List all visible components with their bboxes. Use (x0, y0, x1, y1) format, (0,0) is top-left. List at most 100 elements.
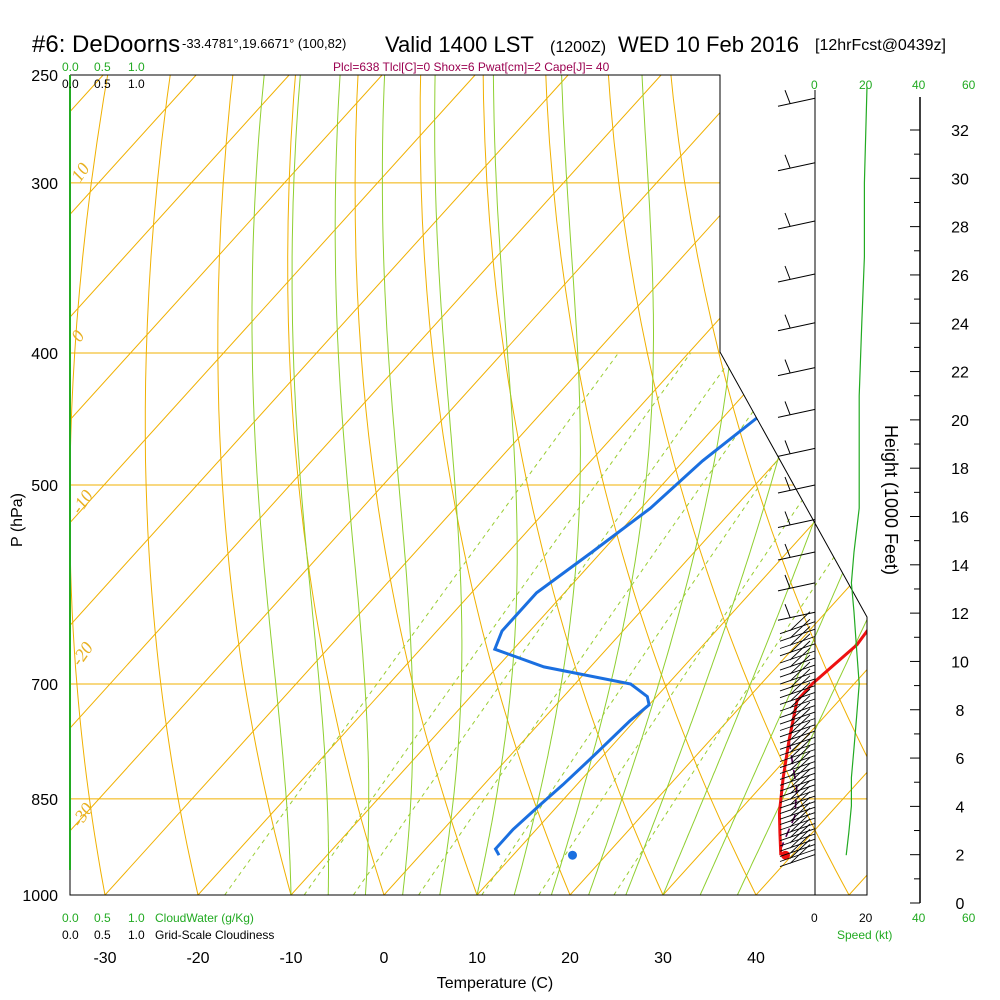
temperature-tick-label: -30 (93, 950, 116, 967)
wind-barb (777, 401, 816, 418)
wind-barb (779, 661, 816, 685)
moist-adiabat (381, 75, 414, 895)
wind-barb (779, 668, 816, 692)
mixing-ratio-line (613, 352, 867, 895)
wind-barb (779, 818, 816, 842)
wind-barb (779, 834, 816, 857)
mixing-ratio-line (481, 352, 852, 895)
height-tick-label: 16 (951, 510, 969, 527)
wind-barb (779, 647, 816, 671)
wind-barb (777, 314, 816, 332)
svg-text:1.0: 1.0 (128, 928, 145, 942)
wind-barb (779, 675, 816, 699)
wind-barb (779, 823, 816, 847)
height-tick-label: 2 (956, 848, 965, 865)
cloudwater-scale-bottom: 0.0 0.5 1.0 CloudWater (g/Kg) 0.0 0.5 1.… (62, 911, 274, 942)
svg-text:40: 40 (912, 78, 926, 92)
isotherm-line (70, 75, 197, 895)
mixing-ratio-label: 3 (352, 900, 369, 915)
wind-barb (779, 654, 816, 678)
isotherm-line (383, 75, 867, 895)
wind-barb (779, 828, 816, 852)
valid-time: Valid 1400 LST (385, 32, 534, 57)
svg-text:1.0: 1.0 (128, 911, 145, 925)
valid-date: WED 10 Feb 2016 (618, 32, 799, 57)
mixing-ratio-label: 8 (480, 900, 496, 914)
dry-adiabat (419, 75, 571, 895)
svg-text:0.5: 0.5 (94, 77, 111, 91)
dry-adiabat (544, 75, 757, 895)
wind-barb (779, 733, 816, 756)
height-tick-label: 22 (951, 365, 969, 382)
dry-adiabat-label: 0 (722, 228, 744, 247)
moist-adiabat (662, 75, 867, 895)
isotherm-line (290, 75, 867, 895)
utc-time: (1200Z) (550, 39, 606, 56)
wind-barbs (777, 90, 816, 868)
isotherm-line (70, 75, 569, 895)
wind-barb (777, 359, 816, 377)
wind-barb (777, 543, 816, 561)
mixing-ratio-label: 2 (305, 900, 321, 914)
pressure-tick-label: 1000 (22, 888, 58, 905)
height-axis-label: Height (1000 Feet) (881, 425, 901, 575)
wind-barb (777, 265, 816, 283)
temperature-tick-label: 0 (380, 950, 389, 967)
pressure-axis-label: P (hPa) (9, 493, 26, 547)
wind-barb (777, 212, 816, 230)
svg-text:0.5: 0.5 (94, 60, 111, 74)
wind-barb (779, 839, 816, 862)
temperature-line (777, 85, 867, 856)
temperature-tick-label: 30 (654, 950, 672, 967)
svg-text:40: 40 (912, 911, 926, 925)
wind-barb (777, 511, 816, 528)
svg-text:1.0: 1.0 (128, 77, 145, 91)
surface-dewpoint-dot (568, 850, 577, 860)
moist-adiabats (251, 75, 867, 895)
isotherm-line (70, 75, 662, 895)
wind-barb (779, 695, 816, 719)
dry-adiabat-label: 10 (745, 356, 772, 382)
svg-text:0.5: 0.5 (94, 911, 111, 925)
svg-text:0.0: 0.0 (62, 928, 79, 942)
cloudwater-label: CloudWater (g/Kg) (155, 911, 254, 925)
moist-adiabat (699, 75, 867, 895)
height-tick-label: 28 (951, 220, 969, 237)
wind-barb (779, 701, 816, 725)
dry-adiabats (70, 51, 1000, 895)
wind-barb (779, 626, 816, 649)
moist-adiabat (434, 75, 463, 895)
dry-adiabat (287, 75, 385, 895)
forecast-label: [12hrFcst@0439z] (815, 37, 946, 54)
cloudiness-label: Grid-Scale Cloudiness (155, 928, 274, 942)
wind-barb (779, 708, 816, 731)
dry-adiabat (354, 75, 478, 895)
station-title: #6: DeDoorns (32, 31, 180, 58)
height-tick-label: 24 (951, 316, 969, 333)
svg-text:0.0: 0.0 (62, 60, 79, 74)
height-tick-label: 4 (956, 799, 965, 816)
wind-speed-line (845, 86, 868, 856)
temperature-axis-label: Temperature (C) (437, 975, 553, 992)
wind-barb (779, 714, 816, 738)
dry-adiabat-label: 30 (839, 531, 866, 558)
svg-text:0.0: 0.0 (62, 77, 79, 91)
dry-adiabat (978, 51, 1000, 895)
moist-adiabat (291, 75, 329, 895)
dry-adiabat (853, 75, 867, 895)
station-coords: -33.4781°,19.6671° (100,82) (182, 36, 346, 51)
height-tick-label: 10 (951, 654, 969, 671)
height-tick-label: 14 (951, 558, 969, 575)
cloudwater-scale-top: 0.0 0.5 1.0 0.0 0.5 1.0 (62, 60, 145, 91)
wind-speed-label: Speed (kt) (837, 928, 892, 942)
wind-panel (777, 86, 868, 895)
wind-speed-ticks-bottom: 0 20 40 60 Speed (kt) (811, 911, 976, 942)
dry-adiabat-label: 20 (787, 444, 814, 470)
mixing-ratio-label: 20 (612, 895, 632, 915)
wind-barb (777, 90, 816, 107)
height-tick-label: 32 (951, 123, 969, 140)
mixing-ratio-line (418, 352, 795, 895)
